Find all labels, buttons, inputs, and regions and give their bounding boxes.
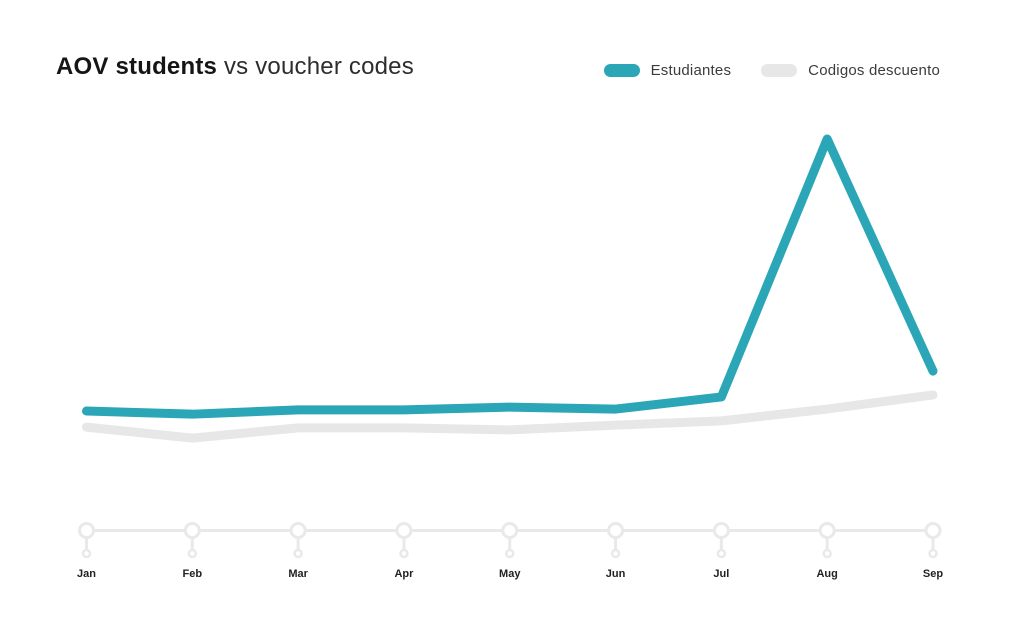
tick-circle-large [183, 522, 201, 539]
legend: Estudiantes Codigos descuento [603, 62, 940, 79]
month-label-jan: Jan [77, 568, 96, 580]
tick-circle-small [505, 548, 515, 559]
tick-circle-large [818, 522, 836, 539]
month-tick-jun [607, 522, 625, 559]
tick-circle-small [716, 548, 727, 559]
tick-circle-small [610, 548, 621, 559]
series-line-estudiantes [82, 134, 938, 419]
tick-circle-large [395, 522, 413, 539]
tick-circle-small [928, 548, 938, 559]
chart-title: AOV students vs voucher codes [56, 53, 414, 81]
month-tick-jan [78, 522, 95, 559]
series-lines [82, 134, 938, 443]
month-tick-feb [183, 522, 201, 559]
month-tick-sep [924, 522, 942, 559]
tick-circle-small [822, 548, 832, 559]
month-tick-apr [395, 522, 413, 559]
month-label-aug: Aug [816, 568, 837, 580]
x-axis-timeline [78, 522, 942, 559]
tick-circle-large [712, 522, 730, 539]
legend-item-estudiantes[interactable]: Estudiantes [603, 62, 732, 79]
series-line-codigos-descuento [82, 390, 938, 443]
month-label-jun: Jun [606, 568, 626, 580]
legend-swatch-codigos-descuento [761, 64, 798, 77]
month-label-jul: Jul [713, 568, 729, 580]
tick-circle-small [81, 548, 92, 559]
month-label-feb: Feb [183, 568, 203, 580]
tick-circle-small [187, 548, 198, 559]
tick-circle-large [78, 522, 95, 539]
tick-circle-large [607, 522, 625, 539]
month-labels: Jan Feb Mar Apr May Jun Jul Aug Sep [77, 568, 943, 580]
legend-swatch-estudiantes [603, 64, 640, 77]
chart-title-regular: vs voucher codes [217, 53, 414, 80]
tick-circle-large [501, 522, 519, 539]
tick-circle-small [399, 548, 409, 559]
month-label-mar: Mar [288, 568, 308, 580]
month-tick-jul [712, 522, 730, 559]
month-tick-mar [289, 522, 307, 559]
legend-label-codigos-descuento: Codigos descuento [808, 62, 940, 79]
legend-item-codigos-descuento[interactable]: Codigos descuento [761, 62, 940, 79]
chart-title-bold: AOV students [56, 53, 218, 80]
tick-circle-large [289, 522, 307, 539]
month-tick-aug [818, 522, 836, 559]
month-label-may: May [499, 568, 521, 580]
month-label-apr: Apr [394, 568, 414, 580]
month-label-sep: Sep [923, 568, 943, 580]
tick-circle-small [293, 548, 303, 559]
legend-label-estudiantes: Estudiantes [650, 62, 732, 79]
month-tick-may [501, 522, 519, 559]
tick-circle-large [924, 522, 942, 539]
